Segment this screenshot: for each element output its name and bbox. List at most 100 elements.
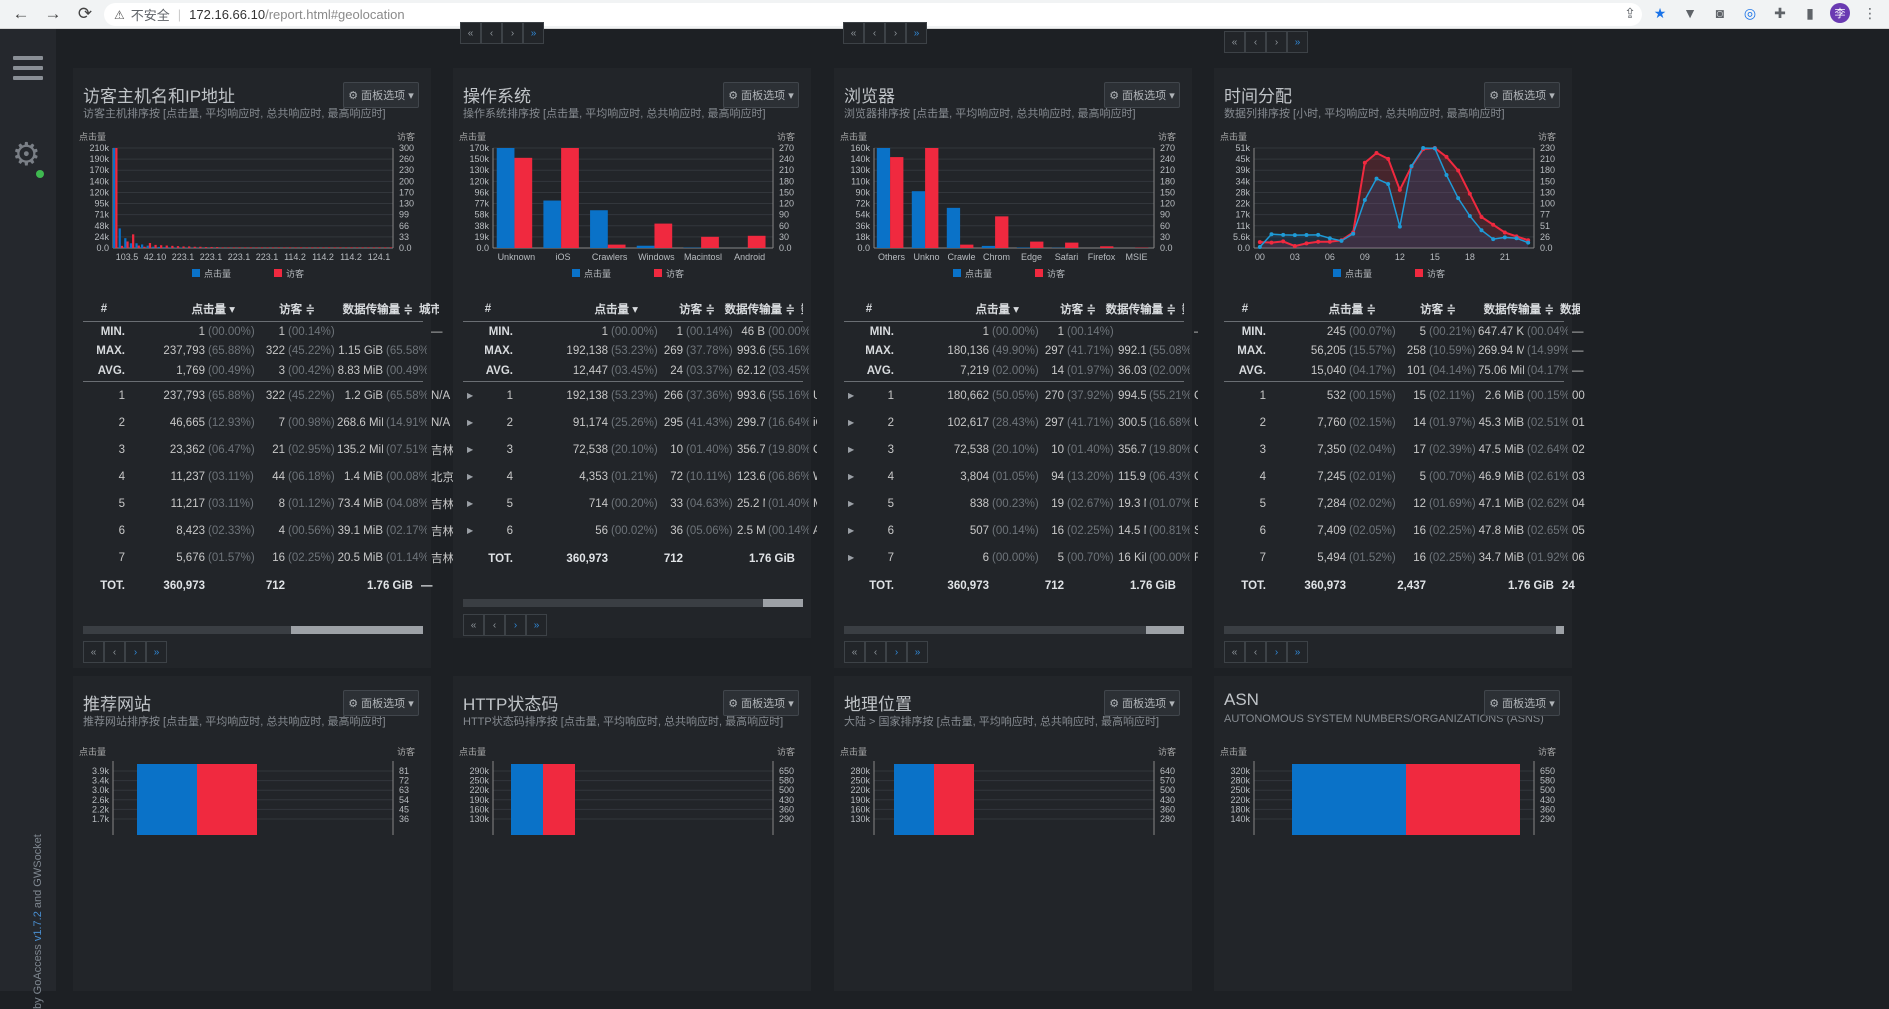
pager-button[interactable]: « [843,22,864,44]
expand-caret-icon[interactable]: ▶ [844,391,864,400]
column-header[interactable]: 点击量 ▾ [513,301,638,317]
column-header[interactable]: 点击量 ▾ [894,301,1019,317]
table-row[interactable]: 75,676(01.57%)16(02.25%)20.5 MiB(01.14%)… [83,544,423,571]
pager-button[interactable]: ‹ [104,641,125,663]
more-menu-icon[interactable]: ⋮ [1860,3,1880,23]
expand-caret-icon[interactable]: ▶ [844,418,864,427]
expand-caret-icon[interactable]: ▶ [463,499,483,508]
column-header[interactable]: 访客 ≑ [638,301,715,317]
back-button[interactable]: ← [10,3,32,25]
expand-caret-icon[interactable]: ▶ [463,445,483,454]
pager-button[interactable]: » [146,641,167,663]
scrollbar-thumb[interactable] [1146,626,1184,634]
table-row[interactable]: ▶372,538(20.10%)10(01.40%)356.7 MiB(19.8… [463,436,803,463]
pager-button[interactable]: « [844,641,865,663]
column-header[interactable]: 数据传输量 ≑ [315,301,413,317]
panel-options-button[interactable]: ⚙ 面板选项 ▾ [723,82,799,108]
pager-button[interactable]: ‹ [1245,641,1266,663]
column-header[interactable]: # [463,303,513,315]
panel-options-button[interactable]: ⚙ 面板选项 ▾ [723,690,799,716]
settings-gear-icon[interactable]: ⚙ [12,135,41,173]
expand-caret-icon[interactable]: ▶ [463,472,483,481]
pager-button[interactable]: « [1224,641,1245,663]
extension-mask-icon[interactable]: ◙ [1710,3,1730,23]
table-row[interactable]: 57,284(02.02%)12(01.69%)47.1 MiB(02.62%)… [1224,490,1564,517]
table-row[interactable]: 75,494(01.52%)16(02.25%)34.7 MiB(01.92%)… [1224,544,1564,571]
horizontal-scrollbar[interactable] [844,626,1184,634]
table-row[interactable]: ▶43,804(01.05%)94(13.20%)115.9 MiB(06.43… [844,463,1184,490]
pager-button[interactable]: › [886,641,907,663]
pager-button[interactable]: › [125,641,146,663]
url-text[interactable]: 172.16.66.10/report.html#geolocation [189,7,404,22]
column-header[interactable]: 访客 ≑ [235,301,315,317]
expand-caret-icon[interactable]: ▶ [463,526,483,535]
pager-button[interactable]: › [1266,641,1287,663]
column-header[interactable]: # [844,303,894,315]
table-row[interactable]: 323,362(06.47%)21(02.95%)135.2 MiB(07.51… [83,436,423,463]
hamburger-menu-icon[interactable] [13,56,43,80]
expand-caret-icon[interactable]: ▶ [844,499,864,508]
horizontal-scrollbar[interactable] [83,626,423,634]
pager-button[interactable]: « [1224,31,1245,53]
panel-options-button[interactable]: ⚙ 面板选项 ▾ [343,82,419,108]
table-row[interactable]: 511,217(03.11%)8(01.12%)73.4 MiB(04.08%)… [83,490,423,517]
table-row[interactable]: 47,245(02.01%)5(00.70%)46.9 MiB(02.61%)0… [1224,463,1564,490]
table-row[interactable]: 37,350(02.04%)17(02.39%)47.5 MiB(02.64%)… [1224,436,1564,463]
table-row[interactable]: 246,665(12.93%)7(00.98%)268.6 MiB(14.91%… [83,409,423,436]
column-header[interactable]: 城市 ≑ [413,301,439,317]
panel-options-button[interactable]: ⚙ 面板选项 ▾ [1484,82,1560,108]
version-link[interactable]: v1.7.2 [32,911,44,941]
pager-button[interactable]: » [523,22,544,44]
table-row[interactable]: ▶656(00.02%)36(05.06%)2.5 MiB(00.14%)A [463,517,803,544]
scrollbar-thumb[interactable] [763,599,803,607]
table-row[interactable]: ▶76(00.00%)5(00.70%)16 KiB(00.00%)F [844,544,1184,571]
table-row[interactable]: 27,760(02.15%)14(01.97%)45.3 MiB(02.51%)… [1224,409,1564,436]
pager-button[interactable]: ‹ [865,641,886,663]
pager-button[interactable]: › [505,614,526,636]
column-header[interactable]: 数据传输量 ≑ [1456,301,1554,317]
share-icon[interactable]: ⇪ [1620,3,1640,23]
table-row[interactable]: 411,237(03.11%)44(06.18%)1.4 MiB(00.08%)… [83,463,423,490]
pager-button[interactable]: « [83,641,104,663]
column-header[interactable]: 数 [795,301,803,317]
pager-button[interactable]: ‹ [484,614,505,636]
side-panel-icon[interactable]: ▮ [1800,3,1820,23]
scrollbar-thumb[interactable] [291,626,423,634]
pager-button[interactable]: » [1287,641,1308,663]
expand-caret-icon[interactable]: ▶ [844,553,864,562]
pager-button[interactable]: » [906,22,927,44]
table-row[interactable]: ▶372,538(20.10%)10(01.40%)356.7 MiB(19.8… [844,436,1184,463]
table-row[interactable]: ▶44,353(01.21%)72(10.11%)123.6 MiB(06.86… [463,463,803,490]
column-header[interactable]: 数据 ▴ [1554,301,1580,317]
column-header[interactable]: 访客 ≑ [1019,301,1096,317]
horizontal-scrollbar[interactable] [463,599,803,607]
forward-button[interactable]: → [42,3,64,25]
table-row[interactable]: 67,409(02.05%)16(02.25%)47.8 MiB(02.65%)… [1224,517,1564,544]
column-header[interactable]: # [1224,303,1266,315]
pager-button[interactable]: › [502,22,523,44]
table-row[interactable]: 68,423(02.33%)4(00.56%)39.1 MiB(02.17%)吉… [83,517,423,544]
extensions-puzzle-icon[interactable]: ✚ [1770,3,1790,23]
pager-button[interactable]: ‹ [864,22,885,44]
horizontal-scrollbar[interactable] [1224,626,1564,634]
extension-v-icon[interactable]: ▼ [1680,3,1700,23]
column-header[interactable]: 数 [1176,301,1184,317]
expand-caret-icon[interactable]: ▶ [463,418,483,427]
expand-caret-icon[interactable]: ▶ [844,526,864,535]
pager-button[interactable]: » [907,641,928,663]
extension-circle-icon[interactable]: ◎ [1740,3,1760,23]
table-row[interactable]: ▶291,174(25.26%)295(41.43%)299.7 MiB(16.… [463,409,803,436]
panel-options-button[interactable]: ⚙ 面板选项 ▾ [1104,690,1180,716]
panel-options-button[interactable]: ⚙ 面板选项 ▾ [343,690,419,716]
pager-button[interactable]: › [1266,31,1287,53]
pager-button[interactable]: › [885,22,906,44]
pager-button[interactable]: » [1287,31,1308,53]
expand-caret-icon[interactable]: ▶ [844,472,864,481]
